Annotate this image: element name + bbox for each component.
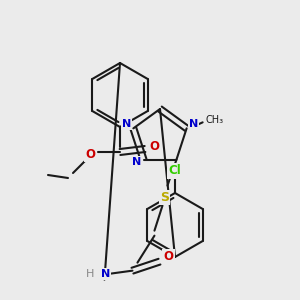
Text: O: O [149, 140, 159, 152]
Text: N: N [132, 157, 141, 167]
Text: N: N [122, 119, 131, 129]
Text: Cl: Cl [169, 164, 182, 178]
Text: N: N [101, 269, 110, 279]
Text: O: O [164, 250, 173, 263]
Text: H: H [86, 269, 94, 279]
Text: O: O [85, 148, 95, 160]
Text: CH₃: CH₃ [206, 115, 224, 125]
Text: S: S [160, 191, 169, 204]
Text: N: N [189, 119, 198, 129]
